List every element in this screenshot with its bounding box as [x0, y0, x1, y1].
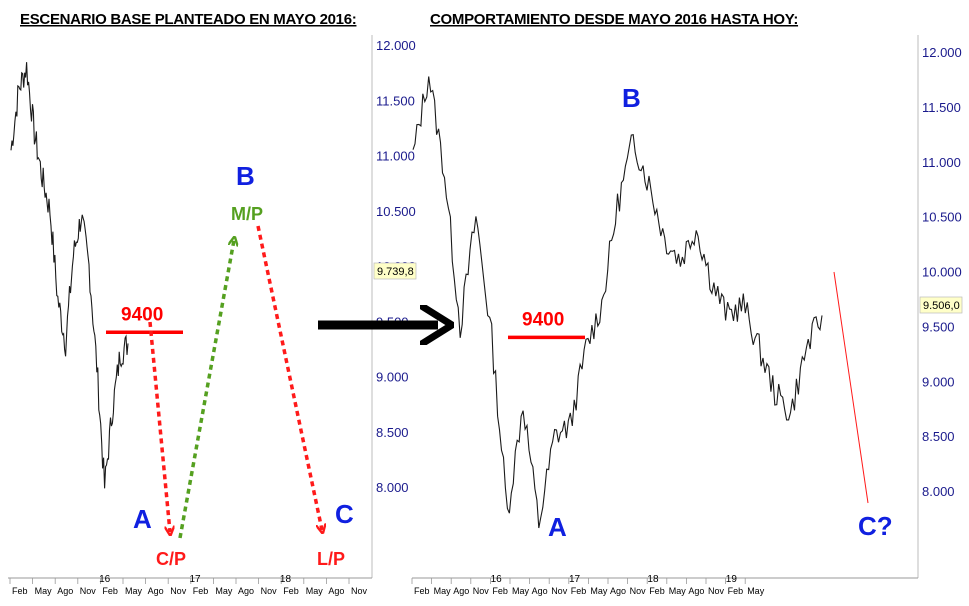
chart1-y-tick-label: 8.500	[376, 425, 409, 440]
chart1-x-tick-label: Nov	[170, 586, 187, 596]
chart2-x-tick-label: May	[434, 586, 452, 596]
chart1-last-price-box	[373, 262, 417, 280]
chart2-y-tick-label: 9.000	[922, 374, 955, 389]
chart2-projection-line	[833, 271, 869, 504]
chart2-x-tick-label: Nov	[708, 586, 725, 596]
chart1-y-tick-label: 8.000	[376, 480, 409, 495]
chart1-label-b: B	[236, 161, 255, 191]
chart1-label-cp: C/P	[156, 549, 186, 569]
chart1-x-tick-label: Nov	[351, 586, 368, 596]
chart1-x-tick-label: May	[35, 586, 53, 596]
chart2-x-tick-label: Feb	[571, 586, 587, 596]
chart2-x-tick-label: Ago	[532, 586, 548, 596]
chart2-y-tick-label: 8.000	[922, 484, 955, 499]
chart1-label-a: A	[133, 504, 152, 534]
chart1-x-tick-label: Feb	[193, 586, 209, 596]
chart1-x-tick-label: Nov	[261, 586, 278, 596]
chart2-label-b: B	[622, 83, 641, 113]
chart1-y-tick-label: 11.000	[376, 149, 415, 164]
chart2-y-tick-label: 8.500	[922, 429, 955, 444]
chart2-x-tick-label: Nov	[473, 586, 490, 596]
chart2-y-tick-label: 10.500	[922, 210, 962, 225]
chart1-price-line	[10, 62, 129, 489]
chart2-x-tick-label: May	[590, 586, 608, 596]
chart2-x-tick-label: Nov	[630, 586, 647, 596]
chart2-label-c: C?	[858, 511, 893, 541]
chart1-x-year-label: 18	[280, 574, 292, 585]
chart2-x-year-label: 16	[491, 574, 503, 585]
chart1-x-tick-label: Ago	[238, 586, 254, 596]
chart1-level-label: 9400	[121, 304, 163, 325]
chart2-y-tick-label: 9.500	[922, 319, 955, 334]
chart1-arrow-down-c	[256, 225, 322, 530]
chart2-x-tick-label: Feb	[728, 586, 744, 596]
chart2-x-tick-label: May	[669, 586, 687, 596]
chart2-x-tick-label: May	[747, 586, 765, 596]
chart1-x-year-label: 17	[190, 574, 202, 585]
chart1-x-tick-label: Feb	[283, 586, 299, 596]
chart1-x-tick-label: Ago	[148, 586, 164, 596]
chart2-x-tick-label: May	[512, 586, 530, 596]
chart1-x-tick-label: Feb	[12, 586, 28, 596]
chart2-x-year-label: 18	[647, 574, 659, 585]
chart2-y-tick-label: 12.000	[922, 45, 962, 60]
chart2-x-tick-label: Ago	[610, 586, 626, 596]
chart2-x-tick-label: Ago	[453, 586, 469, 596]
chart2-x-tick-label: Feb	[492, 586, 508, 596]
chart1-x-tick-label: May	[125, 586, 143, 596]
chart1-y-tick-label: 11.500	[376, 93, 415, 108]
chart1-x-tick-label: Ago	[57, 586, 73, 596]
chart2-y-tick-label: 10.000	[922, 265, 962, 280]
chart1-x-year-label: 16	[99, 574, 111, 585]
chart2-level-label: 9400	[522, 309, 564, 330]
chart2-last-price: 9.506,0	[923, 300, 960, 312]
chart2-last-price-box	[919, 296, 963, 314]
chart2-x-tick-label: Feb	[414, 586, 430, 596]
chart2-x-tick-label: Feb	[649, 586, 665, 596]
chart2-x-tick-label: Ago	[688, 586, 704, 596]
chart2-title: COMPORTAMIENTO DESDE MAYO 2016 HASTA HOY…	[430, 11, 798, 28]
chart1-label-c: C	[335, 499, 354, 529]
chart2-x-year-label: 17	[569, 574, 581, 585]
chart1-y-tick-label: 10.500	[376, 204, 416, 219]
chart1-x-tick-label: Nov	[80, 586, 97, 596]
chart1-last-price: 9.739,8	[377, 266, 414, 278]
chart2-price-line	[412, 76, 823, 529]
chart1-label-lp: L/P	[317, 549, 345, 569]
chart1-arrow-down-a	[148, 321, 170, 532]
chart1-x-tick-label: Feb	[102, 586, 118, 596]
chart2-y-tick-label: 11.500	[922, 100, 961, 115]
chart1-x-tick-label: May	[215, 586, 233, 596]
chart1-arrow-up-b	[178, 240, 234, 539]
chart2-label-a: A	[548, 512, 567, 542]
chart2-x-year-label: 19	[726, 574, 738, 585]
chart1-y-tick-label: 12.000	[376, 38, 416, 53]
chart1-y-tick-label: 9.000	[376, 370, 409, 385]
chart2-y-tick-label: 11.000	[922, 155, 961, 170]
chart1-x-tick-label: May	[306, 586, 324, 596]
chart1-title: ESCENARIO BASE PLANTEADO EN MAYO 2016:	[20, 11, 356, 28]
chart1-label-mp: M/P	[231, 204, 263, 224]
chart2-x-tick-label: Nov	[551, 586, 568, 596]
chart1-x-tick-label: Ago	[328, 586, 344, 596]
